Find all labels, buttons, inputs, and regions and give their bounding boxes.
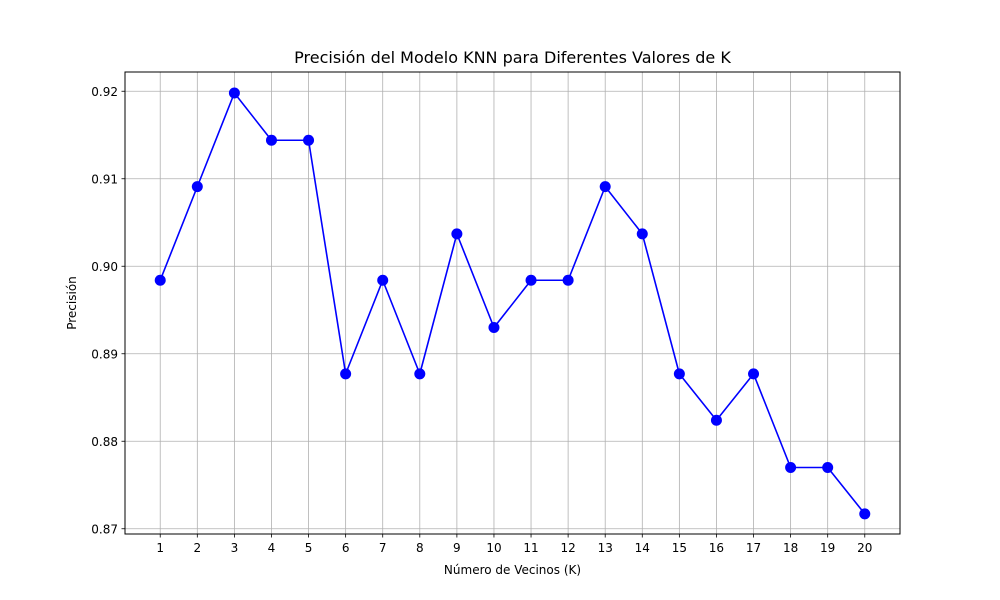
data-point (377, 274, 389, 286)
data-point (303, 134, 315, 146)
x-tick-label: 18 (783, 541, 798, 555)
ticks: 1 2 3 4 5 6 7 8 9 10 11 12 13 14 15 16 17 18 19 200.870.880… (91, 85, 872, 555)
x-tick-label: 3 (231, 541, 239, 555)
y-axis-title: Precisión (65, 276, 79, 330)
x-tick-label: 1 (156, 541, 164, 555)
x-tick-label: 10 (486, 541, 501, 555)
series (154, 87, 871, 520)
data-point (710, 414, 722, 426)
plot-frame (124, 71, 901, 535)
x-tick-label: 6 (342, 541, 350, 555)
data-point (340, 368, 352, 380)
x-tick-label: 19 (820, 541, 835, 555)
y-tick-label: 0.92 (91, 85, 118, 99)
x-axis-title: Número de Vecinos (K) (444, 563, 581, 577)
data-point (636, 228, 648, 240)
x-tick-label: 7 (379, 541, 387, 555)
data-point (599, 181, 611, 193)
x-tick-label: 17 (746, 541, 761, 555)
grid (125, 72, 900, 534)
data-point (785, 462, 797, 473)
chart-title: Precisión del Modelo KNN para Diferentes… (294, 48, 731, 67)
data-point (859, 508, 871, 520)
data-point (265, 134, 277, 146)
x-tick-label: 11 (523, 541, 538, 555)
x-tick-label: 15 (672, 541, 687, 555)
x-tick-label: 13 (598, 541, 613, 555)
x-tick-label: 20 (857, 541, 872, 555)
data-point (228, 87, 240, 99)
data-point (822, 462, 834, 473)
data-point (488, 322, 500, 333)
x-tick-label: 2 (193, 541, 201, 555)
x-tick-label: 9 (453, 541, 461, 555)
data-point (748, 368, 760, 380)
y-tick-label: 0.88 (91, 435, 118, 449)
series-line (159, 92, 866, 515)
x-tick-label: 5 (305, 541, 313, 555)
data-point (562, 274, 574, 286)
x-tick-label: 12 (560, 541, 575, 555)
data-point (154, 274, 166, 286)
data-point (191, 181, 203, 193)
data-point (673, 368, 685, 380)
x-tick-label: 14 (635, 541, 650, 555)
data-point (451, 228, 463, 240)
data-point (525, 274, 537, 286)
data-point (414, 368, 426, 380)
y-tick-label: 0.91 (91, 172, 118, 186)
x-tick-label: 8 (416, 541, 424, 555)
y-tick-label: 0.87 (91, 522, 118, 536)
y-tick-label: 0.90 (91, 260, 118, 274)
x-tick-label: 4 (268, 541, 276, 555)
x-tick-label: 16 (709, 541, 724, 555)
y-tick-label: 0.89 (91, 347, 118, 361)
